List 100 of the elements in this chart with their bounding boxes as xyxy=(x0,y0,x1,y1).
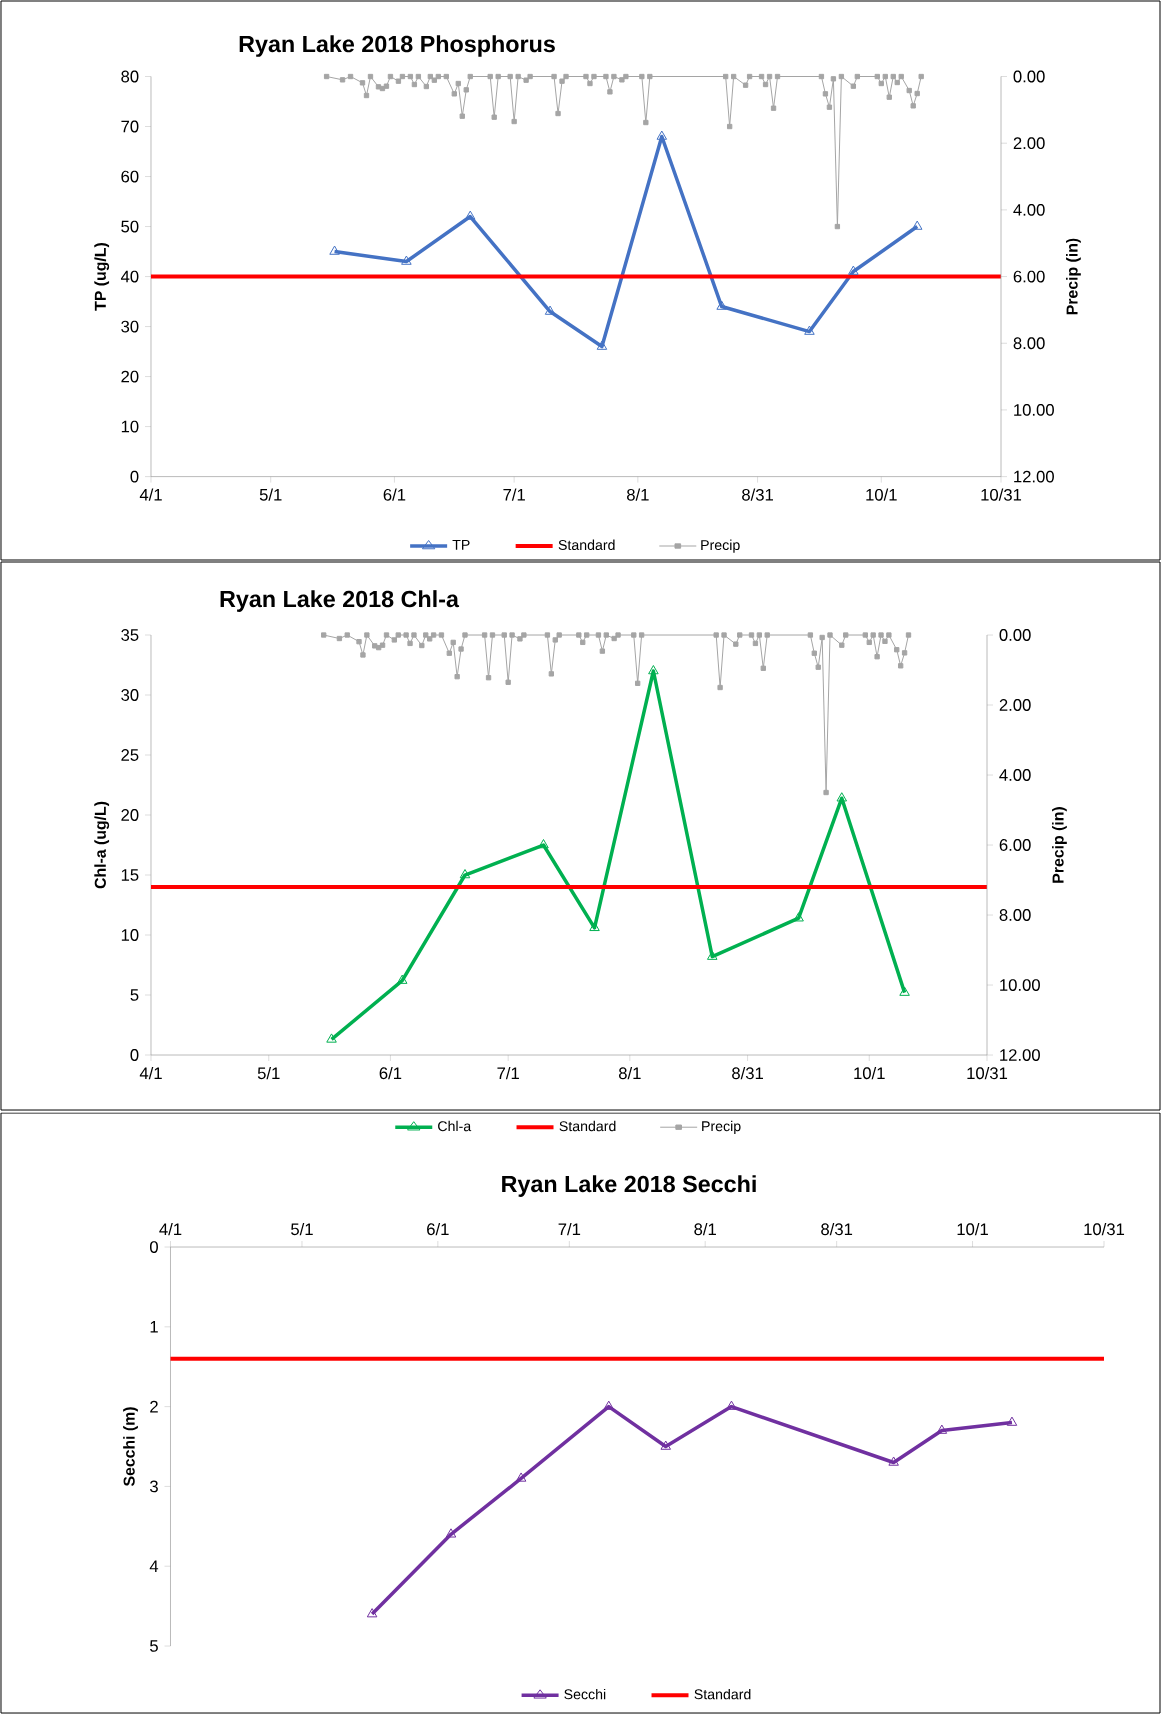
y-axis-title: Chl-a (ug/L) xyxy=(94,801,110,889)
x-tick-label: 8/31 xyxy=(732,1066,763,1080)
x-tick-label: 5/1 xyxy=(291,1222,313,1236)
y-tick-label: 1 xyxy=(150,1321,158,1333)
y-tick-label: 40 xyxy=(120,270,139,283)
point xyxy=(936,1424,948,1434)
y-tick-label: 30 xyxy=(121,320,139,333)
y-tick-label: 4 xyxy=(149,1560,159,1572)
point xyxy=(836,792,848,802)
point xyxy=(804,325,815,335)
legend-label: Precip xyxy=(701,539,740,553)
y-tick-label: 2 xyxy=(150,1400,158,1413)
point xyxy=(445,1528,457,1538)
legend-label: Precip xyxy=(702,1120,741,1135)
y-tick-label: 60 xyxy=(121,170,139,183)
point xyxy=(515,1472,527,1482)
y-tick-label: 80 xyxy=(121,70,139,83)
y2-tick-label: 0.00 xyxy=(1013,70,1045,83)
y-tick-label: 0 xyxy=(130,470,139,483)
point xyxy=(538,839,549,849)
y2-tick-label: 6.00 xyxy=(1013,270,1045,283)
x-tick-label: 6/1 xyxy=(383,488,406,501)
x-tick-label: 4/1 xyxy=(139,488,162,501)
x-tick-label: 10/1 xyxy=(854,1066,885,1080)
y-tick-label: 50 xyxy=(121,220,139,233)
y2-tick-label: 10.00 xyxy=(1014,404,1054,416)
chart-title: Ryan Lake 2018 Chl-a xyxy=(220,590,460,612)
y2-tick-label: 6.00 xyxy=(999,839,1031,851)
y2-tick-label: 0.00 xyxy=(999,629,1031,641)
y-tick-label: 35 xyxy=(121,629,139,641)
point xyxy=(459,869,471,879)
x-tick-label: 7/1 xyxy=(558,1222,581,1236)
x-tick-label: 4/1 xyxy=(159,1222,182,1236)
x-tick-label: 8/1 xyxy=(694,1222,716,1236)
y2-tick-label: 8.00 xyxy=(1013,337,1045,350)
point xyxy=(848,265,859,275)
point xyxy=(401,255,412,265)
legend-label: Chl-a xyxy=(438,1120,472,1132)
y2-tick-label: 8.00 xyxy=(999,909,1031,921)
x-tick-label: 7/1 xyxy=(497,1066,519,1080)
point xyxy=(329,245,340,255)
x-tick-label: 10/31 xyxy=(967,1066,1008,1080)
y-axis-title: Secchi (m) xyxy=(123,1407,138,1487)
y-tick-label: 20 xyxy=(121,809,139,821)
legend-label: Secchi xyxy=(564,1688,606,1700)
y-tick-label: 70 xyxy=(121,120,139,133)
point xyxy=(716,300,727,310)
y2-axis-title: Precip (in) xyxy=(1052,807,1067,883)
x-tick-label: 10/1 xyxy=(866,488,897,501)
y-tick-label: 5 xyxy=(130,989,139,1001)
y-tick-label: 3 xyxy=(149,1480,158,1493)
y2-tick-label: 4.00 xyxy=(999,769,1031,781)
point xyxy=(648,665,659,675)
x-tick-label: 8/1 xyxy=(618,1066,641,1080)
y-tick-label: 0 xyxy=(150,1241,158,1253)
point xyxy=(1006,1416,1018,1426)
point xyxy=(544,305,556,315)
point xyxy=(899,986,910,996)
y2-tick-label: 4.00 xyxy=(1013,203,1045,216)
point xyxy=(326,1033,337,1043)
point xyxy=(396,974,408,984)
y-tick-label: 20 xyxy=(121,370,139,383)
y2-tick-label: 2.00 xyxy=(1013,137,1045,150)
point xyxy=(656,130,668,140)
x-tick-label: 10/1 xyxy=(957,1222,988,1236)
y-tick-label: 5 xyxy=(150,1640,158,1652)
y2-tick-label: 12.00 xyxy=(1000,1049,1040,1061)
x-tick-label: 4/1 xyxy=(139,1066,162,1080)
y-tick-label: 15 xyxy=(121,869,139,881)
x-tick-label: 8/31 xyxy=(821,1222,853,1236)
y-tick-label: 10 xyxy=(121,420,139,433)
point xyxy=(793,912,804,922)
y-axis-title: TP (ug/L) xyxy=(94,243,110,311)
legend-label: Standard xyxy=(559,1120,616,1132)
y2-axis-title: Precip (in) xyxy=(1066,238,1081,315)
chart-title: Ryan Lake 2018 Secchi xyxy=(502,1175,756,1197)
legend-label: Standard xyxy=(558,539,615,551)
legend-label: TP xyxy=(452,539,470,550)
x-tick-label: 5/1 xyxy=(259,488,282,501)
point xyxy=(726,1400,737,1410)
y-tick-label: 0 xyxy=(130,1049,139,1061)
y2-tick-label: 2.00 xyxy=(999,699,1031,711)
x-tick-label: 10/31 xyxy=(1084,1222,1125,1236)
y2-tick-label: 10.00 xyxy=(1000,979,1040,991)
y-tick-label: 10 xyxy=(121,929,139,941)
point xyxy=(660,1440,671,1450)
point xyxy=(366,1608,378,1618)
point xyxy=(888,1456,899,1466)
point xyxy=(596,340,608,350)
x-tick-label: 10/31 xyxy=(981,488,1022,501)
x-tick-label: 5/1 xyxy=(257,1066,280,1080)
y-tick-label: 30 xyxy=(121,689,139,701)
y2-tick-label: 12.00 xyxy=(1014,470,1054,483)
x-tick-label: 8/1 xyxy=(627,488,649,501)
x-tick-label: 6/1 xyxy=(379,1066,402,1080)
x-tick-label: 7/1 xyxy=(503,488,525,501)
chart-title: Ryan Lake 2018 Phosphorus xyxy=(239,35,555,57)
point xyxy=(589,921,600,932)
x-tick-label: 6/1 xyxy=(427,1222,449,1236)
x-tick-label: 8/31 xyxy=(742,488,773,501)
